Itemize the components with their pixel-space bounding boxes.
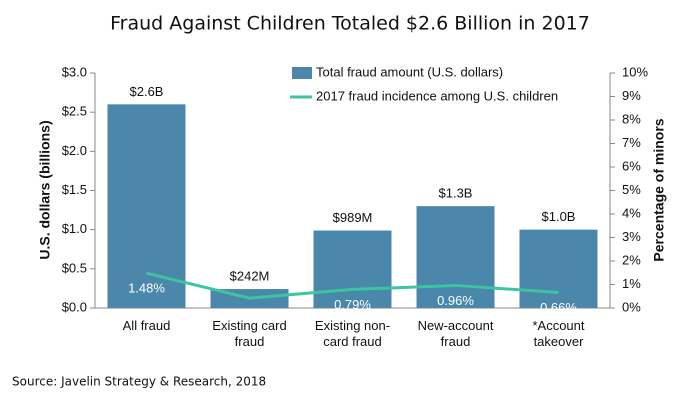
- x-tick-label: New-account fraud: [417, 318, 494, 349]
- y2-tick-label: 3%: [622, 229, 641, 244]
- y-tick-label: $1.0: [62, 221, 87, 236]
- y-tick-label: $2.5: [62, 104, 87, 119]
- y2-tick-label: 1%: [622, 276, 641, 291]
- bar-value-label: $1.3B: [439, 186, 473, 201]
- y2-axis-label: Percentage of minors: [651, 118, 667, 261]
- y2-tick-label: 0%: [622, 299, 641, 314]
- legend-label: Total fraud amount (U.S. dollars): [316, 64, 503, 79]
- y-tick-label: $3.0: [62, 64, 87, 79]
- line-value-label: 0.66%: [540, 300, 577, 315]
- y2-tick-label: 7%: [622, 135, 641, 150]
- y-tick-label: $0.0: [62, 299, 87, 314]
- chart-title: Fraud Against Children Totaled $2.6 Bill…: [110, 13, 590, 35]
- line-value-label: 1.48%: [128, 281, 165, 296]
- y-axis-label: U.S. dollars (billions): [37, 120, 53, 259]
- y2-tick-label: 8%: [622, 111, 641, 126]
- line: [146, 271, 559, 300]
- source: Source: Javelin Strategy & Research, 201…: [12, 375, 266, 389]
- y2-tick-label: 2%: [622, 252, 641, 267]
- bar-value-label: $242M: [230, 268, 270, 283]
- y2-tick-label: 5%: [622, 182, 641, 197]
- line-value-label: 0.42%: [231, 306, 268, 321]
- line-value-label: 0.96%: [437, 293, 474, 308]
- legend-label: 2017 fraud incidence among U.S. children: [316, 88, 558, 103]
- bar: [107, 104, 186, 308]
- x-tick-label: Existing non-card fraud: [314, 318, 391, 349]
- bar-value-label: $2.6B: [130, 84, 164, 99]
- bar-value-label: $1.0B: [542, 209, 576, 224]
- y2-tick-label: 9%: [622, 88, 641, 103]
- bar-value-label: $989M: [333, 210, 373, 225]
- bar: [519, 229, 598, 308]
- x-tick-label: All fraud: [122, 318, 171, 333]
- legend-swatch: [292, 67, 312, 79]
- y2-tick-label: 6%: [622, 158, 641, 173]
- y-tick-label: $1.5: [62, 182, 87, 197]
- y2-tick-label: 10%: [622, 64, 648, 79]
- bar: [313, 230, 392, 308]
- y-tick-label: $2.0: [62, 143, 87, 158]
- bar: [416, 206, 495, 308]
- x-tick-label: *Account takeover: [532, 318, 585, 349]
- y2-tick-label: 4%: [622, 205, 641, 220]
- x-tick-label: Existing card fraud: [212, 318, 287, 349]
- line-value-label: 0.79%: [334, 297, 371, 312]
- y-tick-label: $0.5: [62, 260, 87, 275]
